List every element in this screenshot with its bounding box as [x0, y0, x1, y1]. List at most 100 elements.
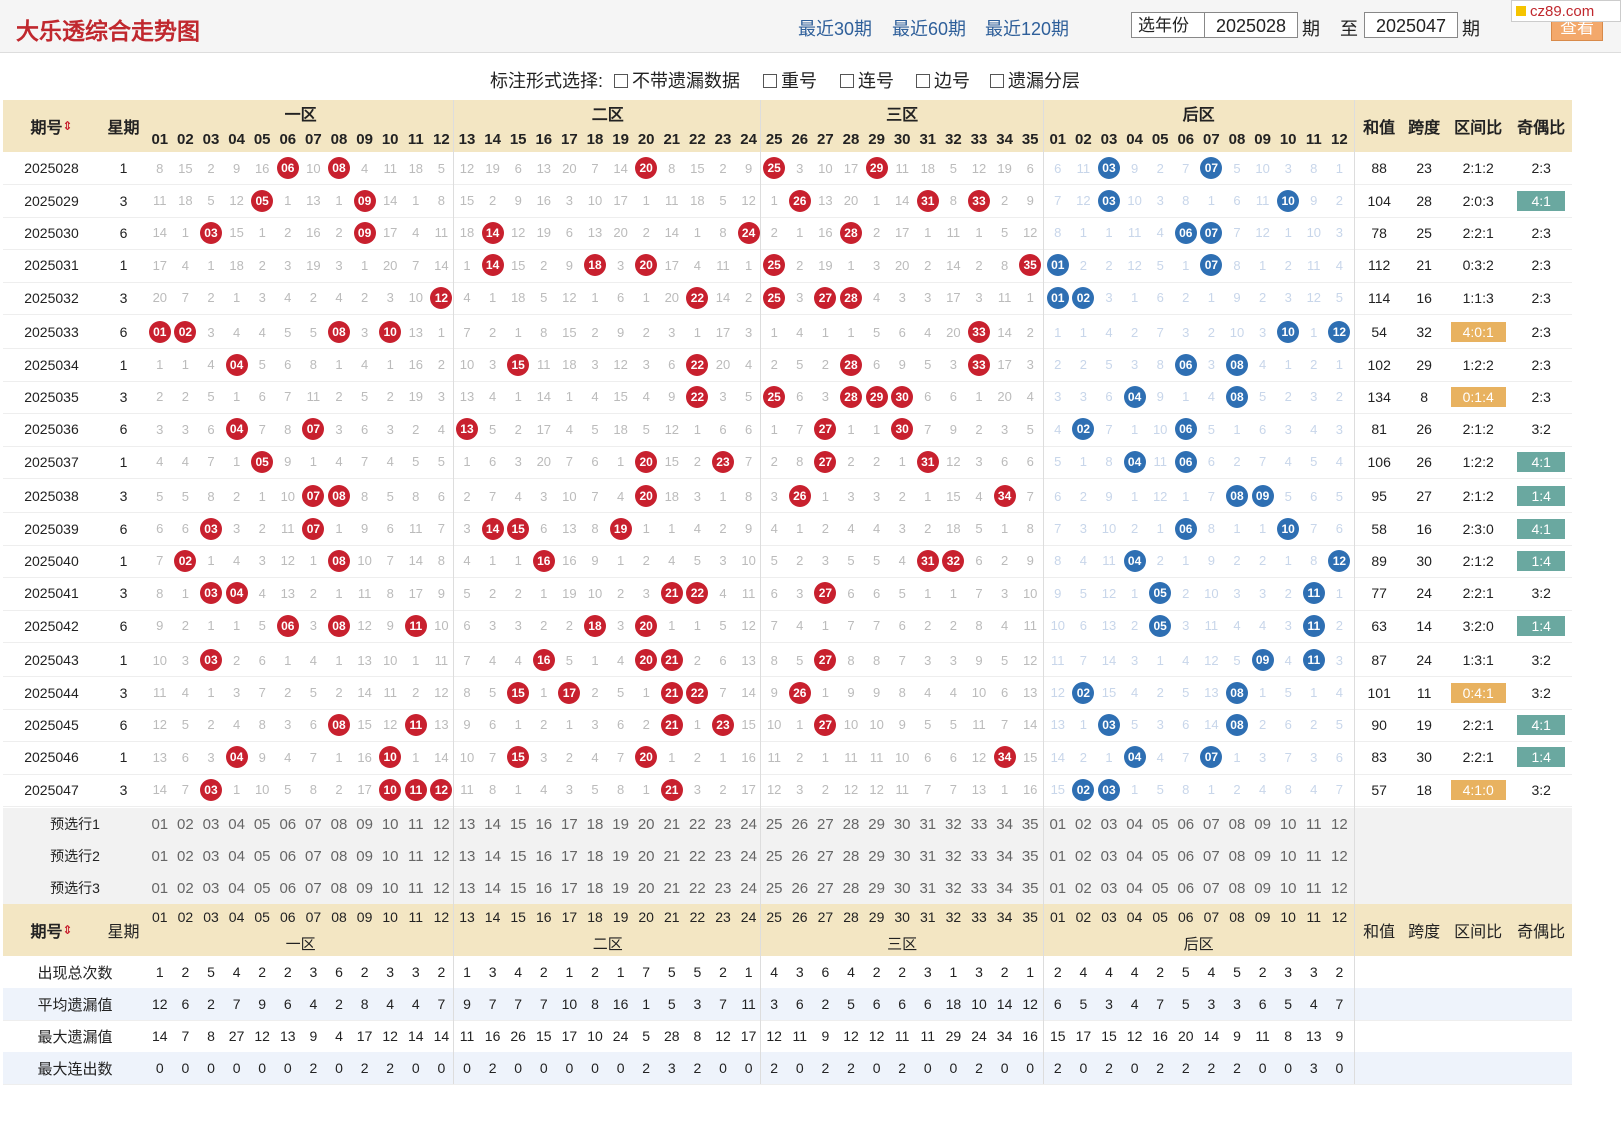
preselect-number[interactable]: 07 — [305, 847, 322, 865]
preselect-number[interactable]: 22 — [689, 879, 706, 897]
preselect-number[interactable]: 12 — [433, 879, 450, 897]
preselect-number[interactable]: 27 — [817, 879, 834, 897]
preselect-number[interactable]: 19 — [612, 879, 629, 897]
preselect-number[interactable]: 07 — [1203, 879, 1220, 897]
preselect-number[interactable]: 01 — [151, 879, 169, 897]
preselect-number[interactable]: 14 — [484, 815, 501, 833]
preselect-number[interactable]: 03 — [1100, 815, 1118, 833]
preselect-number[interactable]: 12 — [1331, 815, 1348, 833]
preselect-number[interactable]: 12 — [1331, 847, 1348, 865]
recent-120-link[interactable]: 最近120期 — [985, 19, 1070, 39]
preselect-number[interactable]: 29 — [868, 879, 885, 897]
preselect-number[interactable]: 03 — [1100, 879, 1118, 897]
preselect-number[interactable]: 29 — [868, 815, 885, 833]
preselect-number[interactable]: 06 — [279, 879, 297, 897]
preselect-number[interactable]: 26 — [791, 847, 809, 865]
preselect-number[interactable]: 02 — [1075, 815, 1092, 833]
checkbox-icon[interactable] — [916, 74, 930, 88]
preselect-number[interactable]: 02 — [177, 815, 194, 833]
preselect-number[interactable]: 09 — [1254, 815, 1271, 833]
preselect-number[interactable]: 30 — [893, 879, 911, 897]
preselect-number[interactable]: 01 — [1049, 879, 1067, 897]
preselect-number[interactable]: 10 — [1279, 847, 1297, 865]
preselect-number[interactable]: 01 — [1049, 815, 1067, 833]
preselect-number[interactable]: 12 — [433, 847, 450, 865]
recent-30-link[interactable]: 最近30期 — [798, 19, 873, 39]
preselect-number[interactable]: 01 — [151, 847, 169, 865]
preselect-number[interactable]: 19 — [612, 847, 629, 865]
preselect-number[interactable]: 05 — [253, 879, 271, 897]
preselect-number[interactable]: 24 — [740, 847, 757, 865]
period-to-input[interactable]: 2025047 — [1364, 12, 1458, 38]
preselect-number[interactable]: 09 — [356, 815, 373, 833]
preselect-number[interactable]: 21 — [663, 847, 681, 865]
preselect-number[interactable]: 13 — [458, 879, 476, 897]
preselect-number[interactable]: 20 — [637, 815, 655, 833]
preselect-number[interactable]: 09 — [1254, 879, 1271, 897]
preselect-number[interactable]: 21 — [663, 879, 681, 897]
preselect-number[interactable]: 34 — [996, 815, 1013, 833]
preselect-number[interactable]: 18 — [586, 847, 604, 865]
preselect-number[interactable]: 07 — [1203, 815, 1220, 833]
preselect-number[interactable]: 30 — [893, 847, 911, 865]
preselect-number[interactable]: 02 — [1075, 847, 1092, 865]
preselect-number[interactable]: 10 — [1279, 815, 1297, 833]
preselect-number[interactable]: 04 — [1126, 879, 1143, 897]
preselect-number[interactable]: 15 — [509, 879, 527, 897]
preselect-number[interactable]: 10 — [381, 815, 399, 833]
preselect-number[interactable]: 02 — [1075, 879, 1092, 897]
preselect-number[interactable]: 23 — [714, 847, 732, 865]
preselect-number[interactable]: 04 — [228, 879, 245, 897]
preselect-number[interactable]: 03 — [202, 847, 220, 865]
option-no-miss[interactable]: 不带遗漏数据 — [614, 67, 740, 93]
preselect-number[interactable]: 01 — [151, 815, 169, 833]
recent-60-link[interactable]: 最近60期 — [892, 19, 967, 39]
preselect-number[interactable]: 03 — [1100, 847, 1118, 865]
preselect-number[interactable]: 12 — [433, 815, 450, 833]
preselect-number[interactable]: 06 — [279, 847, 297, 865]
preselect-number[interactable]: 11 — [1306, 847, 1322, 865]
preselect-number[interactable]: 08 — [1228, 815, 1246, 833]
preselect-number[interactable]: 17 — [561, 879, 578, 897]
preselect-number[interactable]: 26 — [791, 815, 809, 833]
preselect-number[interactable]: 05 — [1151, 847, 1169, 865]
option-edge[interactable]: 边号 — [916, 67, 970, 93]
preselect-number[interactable]: 08 — [330, 847, 348, 865]
preselect-number[interactable]: 32 — [945, 847, 962, 865]
preselect-number[interactable]: 31 — [919, 815, 937, 833]
checkbox-icon[interactable] — [614, 74, 628, 88]
preselect-number[interactable]: 28 — [842, 815, 860, 833]
preselect-number[interactable]: 09 — [356, 847, 373, 865]
preselect-number[interactable]: 11 — [408, 879, 424, 897]
preselect-number[interactable]: 32 — [945, 815, 962, 833]
preselect-number[interactable]: 24 — [740, 879, 757, 897]
preselect-number[interactable]: 28 — [842, 847, 860, 865]
preselect-number[interactable]: 17 — [561, 847, 578, 865]
preselect-number[interactable]: 10 — [1279, 879, 1297, 897]
preselect-number[interactable]: 35 — [1021, 847, 1039, 865]
preselect-number[interactable]: 06 — [1177, 879, 1195, 897]
preselect-number[interactable]: 10 — [381, 879, 399, 897]
preselect-number[interactable]: 20 — [637, 879, 655, 897]
preselect-number[interactable]: 01 — [1049, 847, 1067, 865]
preselect-number[interactable]: 22 — [689, 815, 706, 833]
preselect-number[interactable]: 28 — [842, 879, 860, 897]
preselect-number[interactable]: 04 — [228, 847, 245, 865]
preselect-number[interactable]: 31 — [919, 879, 937, 897]
preselect-number[interactable]: 18 — [586, 815, 604, 833]
preselect-number[interactable]: 08 — [1228, 847, 1246, 865]
preselect-number[interactable]: 33 — [970, 815, 988, 833]
preselect-number[interactable]: 35 — [1021, 815, 1039, 833]
preselect-number[interactable]: 05 — [1151, 879, 1169, 897]
preselect-number[interactable]: 10 — [381, 847, 399, 865]
preselect-number[interactable]: 27 — [817, 847, 834, 865]
preselect-number[interactable]: 23 — [714, 879, 732, 897]
sort-arrows-icon[interactable]: ⇕ — [62, 119, 73, 133]
preselect-number[interactable]: 32 — [945, 879, 962, 897]
preselect-number[interactable]: 11 — [1306, 879, 1322, 897]
preselect-number[interactable]: 35 — [1021, 879, 1039, 897]
preselect-number[interactable]: 21 — [663, 815, 681, 833]
preselect-number[interactable]: 25 — [765, 879, 783, 897]
preselect-number[interactable]: 17 — [561, 815, 578, 833]
preselect-number[interactable]: 29 — [868, 847, 885, 865]
